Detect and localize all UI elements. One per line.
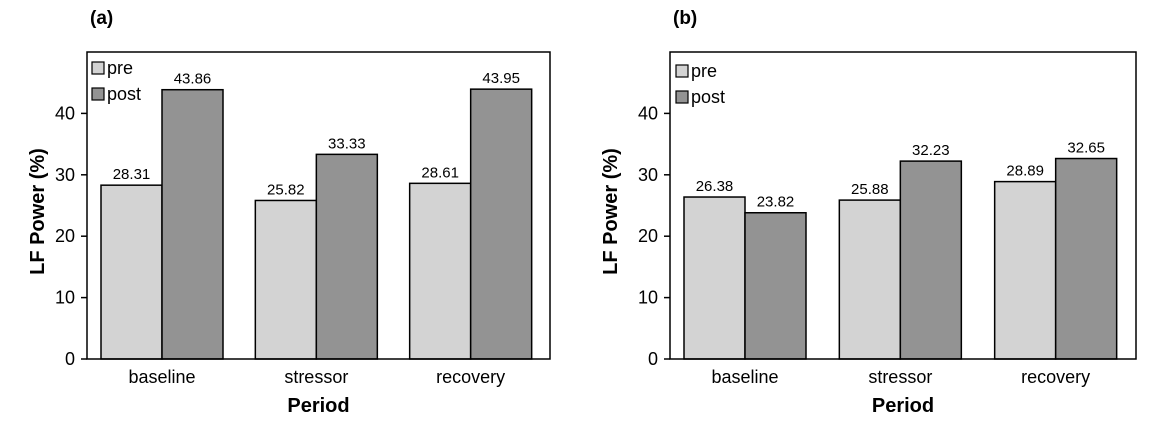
bar-post-recovery bbox=[469, 88, 533, 360]
bar-post-stressor bbox=[899, 160, 963, 360]
legend-label-pre: pre bbox=[107, 58, 133, 78]
bar-post-recovery bbox=[1054, 157, 1118, 360]
y-tick-label: 0 bbox=[65, 349, 75, 369]
data-label: 32.23 bbox=[912, 142, 950, 159]
plot-frame bbox=[669, 51, 1137, 360]
x-axis-title: Period bbox=[287, 395, 349, 417]
x-tick-label: stressor bbox=[284, 367, 348, 387]
data-label: 33.33 bbox=[328, 135, 366, 152]
bar-post-stressor bbox=[315, 153, 379, 360]
y-tick-label: 30 bbox=[638, 165, 658, 185]
x-tick-label: recovery bbox=[1021, 367, 1090, 387]
data-label: 43.86 bbox=[174, 71, 212, 88]
data-label: 26.38 bbox=[696, 178, 734, 195]
y-tick-label: 40 bbox=[638, 103, 658, 123]
bar-pre-recovery bbox=[993, 180, 1057, 360]
plot-frame bbox=[86, 51, 551, 360]
bar-post-baseline bbox=[161, 88, 224, 360]
y-axis-title: LF Power (%) bbox=[27, 148, 49, 275]
chart-panel-a: (a) 28.31 25.82 28.61 43.86 33.33 43.95 0 10 20 30… bbox=[27, 8, 551, 417]
x-tick-label: baseline bbox=[711, 367, 778, 387]
bar-pre-stressor bbox=[838, 199, 902, 360]
y-tick-label: 10 bbox=[55, 288, 75, 308]
panel-label: (a) bbox=[90, 8, 113, 29]
x-tick-label: baseline bbox=[128, 367, 195, 387]
x-axis-title: Period bbox=[872, 395, 934, 417]
data-label: 25.88 bbox=[851, 181, 889, 198]
legend-label-post: post bbox=[107, 84, 141, 104]
bar-pre-baseline bbox=[100, 184, 163, 360]
y-tick-label: 30 bbox=[55, 165, 75, 185]
legend-swatch-pre bbox=[91, 61, 105, 75]
legend: pre post bbox=[675, 61, 725, 107]
data-label: 28.61 bbox=[421, 164, 459, 181]
y-tick-label: 40 bbox=[55, 103, 75, 123]
data-label: 32.65 bbox=[1067, 140, 1105, 157]
data-label: 28.89 bbox=[1006, 163, 1044, 180]
bar-pre-recovery bbox=[408, 182, 472, 360]
legend-swatch-post bbox=[91, 87, 105, 101]
chart-panel-b: (b) 26.38 25.88 28.89 23.82 32.23 32.65 0 10 20 30… bbox=[600, 8, 1137, 417]
data-label: 43.95 bbox=[482, 70, 520, 87]
y-axis-title: LF Power (%) bbox=[600, 148, 622, 275]
panel-label: (b) bbox=[673, 8, 697, 29]
legend-label-pre: pre bbox=[691, 61, 717, 81]
y-tick-label: 20 bbox=[638, 226, 658, 246]
legend: pre post bbox=[91, 58, 141, 104]
data-label: 28.31 bbox=[113, 166, 151, 183]
legend-swatch-post bbox=[675, 90, 689, 104]
bar-pre-stressor bbox=[254, 199, 318, 360]
bar-post-baseline bbox=[744, 211, 807, 360]
y-tick-label: 0 bbox=[648, 349, 658, 369]
data-label: 23.82 bbox=[757, 194, 795, 211]
data-label: 25.82 bbox=[267, 181, 305, 198]
legend-label-post: post bbox=[691, 87, 725, 107]
y-tick-label: 20 bbox=[55, 226, 75, 246]
x-tick-label: recovery bbox=[436, 367, 505, 387]
y-tick-label: 10 bbox=[638, 288, 658, 308]
legend-swatch-pre bbox=[675, 64, 689, 78]
x-tick-label: stressor bbox=[868, 367, 932, 387]
bar-pre-baseline bbox=[683, 196, 746, 360]
